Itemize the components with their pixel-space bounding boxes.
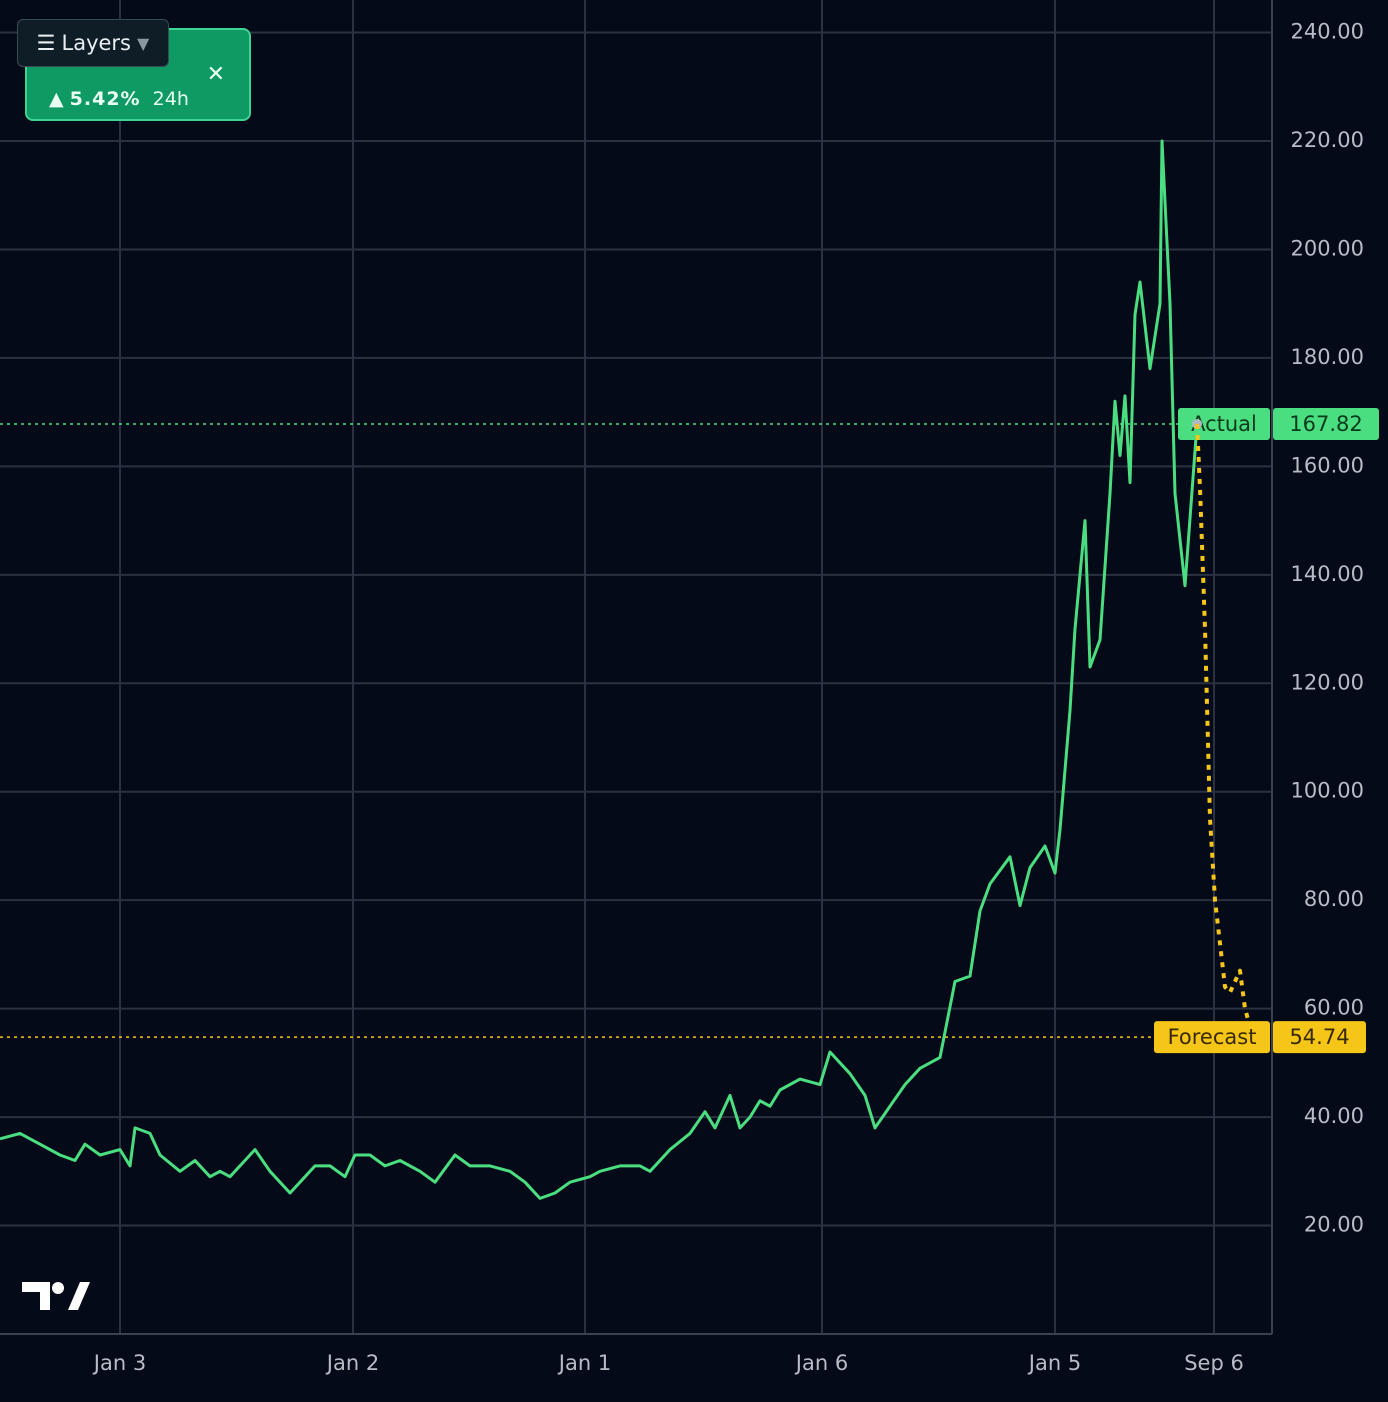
series-line (1195, 423, 1255, 1038)
x-tick-label: Jan 6 (794, 1351, 848, 1375)
series-tag-label: Forecast (1168, 1025, 1257, 1049)
x-tick-label: Jan 1 (557, 1351, 611, 1375)
close-button[interactable]: ✕ (206, 62, 225, 87)
menu-icon: ☰ (36, 31, 56, 55)
tv-logo (22, 1282, 90, 1310)
series-tag-label: Actual (1191, 412, 1257, 436)
y-tick-label: 120.00 (1291, 670, 1364, 694)
x-tick-label: Sep 6 (1184, 1351, 1244, 1375)
last-point (1192, 418, 1202, 429)
y-tick-label: 240.00 (1291, 20, 1364, 44)
y-tick-label: 40.00 (1304, 1104, 1364, 1128)
price-tag (1273, 1021, 1366, 1054)
change: 5.42% (69, 88, 141, 110)
series-tag (1178, 407, 1270, 440)
period: 24h (152, 88, 189, 110)
layers-button[interactable]: ☰ Layers ▼ (17, 19, 169, 67)
price-tag-label: 167.82 (1289, 412, 1362, 436)
y-tick-label: 220.00 (1291, 128, 1364, 152)
series-tag (1154, 1021, 1270, 1054)
y-tick-label: 80.00 (1304, 887, 1364, 911)
y-tick-label: 180.00 (1291, 345, 1364, 369)
layers-label: Layers (61, 31, 132, 55)
caret: ▼ (137, 33, 150, 53)
y-tick-label: 200.00 (1291, 236, 1364, 260)
y-tick-label: 20.00 (1304, 1213, 1364, 1237)
y-tick-label: 140.00 (1291, 562, 1364, 586)
y-tick-label: 60.00 (1304, 996, 1364, 1020)
grid (0, 0, 1272, 1334)
series-line (0, 139, 1199, 1200)
x-tick-label: Jan 2 (325, 1351, 379, 1375)
y-tick-label: 160.00 (1291, 453, 1364, 477)
y-tick-label: 100.00 (1291, 779, 1364, 803)
x-tick-label: Jan 3 (92, 1351, 146, 1375)
price-tag-label: 54.74 (1289, 1025, 1349, 1049)
x-tick-label: Jan 5 (1027, 1351, 1081, 1375)
change-row: ▲ 5.42% 24h (49, 88, 189, 110)
price-tag (1273, 407, 1379, 440)
